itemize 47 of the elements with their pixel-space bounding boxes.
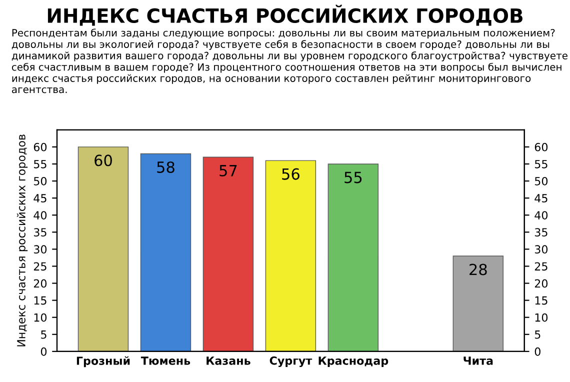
y-tick-label: 45 [34,194,46,202]
y-tick-label: 55 [34,160,46,168]
y2-tick-label: 55 [534,160,548,168]
chart-subtitle: Респондентам были заданы следующие вопросы: довольны ли вы своим материальным положением? довольны ли вы экологией города? чувствуете себя в безопасности в своем городе? довольны ли вы динамикой развития вашего города? довольны ли вы уровнем городского благоустройства? чувствуете себя счастливым в вашем городе? Из процентного соотношения ответов на эти вопросы был вычислен индекс счастья российских городов, на основании которого составлен рейтинг мониторингового агентства. [12,28,568,94]
data-label: 56 [282,168,300,180]
chart-title: ИНДЕКС СЧАСТЬЯ РОССИЙСКИХ ГОРОДОВ [48,4,522,26]
y2-tick-label: 20 [534,279,548,288]
x-tick-label: Казань [206,356,250,365]
y-tick-label: 40 [34,211,47,220]
data-label: 57 [220,165,237,176]
y-tick-label: 25 [34,262,46,271]
data-label: 28 [470,264,487,276]
bar [265,160,316,352]
y-tick-label: 10 [34,313,47,322]
y-tick-label: 60 [34,142,47,152]
y2-tick-label: 10 [535,313,548,322]
bar [140,153,192,352]
y2-tick-label: 15 [535,296,548,305]
y-tick-label: 35 [34,228,46,237]
y-axis-title: Индекс счастья российских городов [16,134,28,346]
x-tick-label: Грозный [76,356,130,368]
bar [202,156,254,352]
y2-tick-label: 50 [534,176,548,186]
data-label: 60 [94,154,112,166]
data-label: 55 [344,172,362,184]
bar [452,256,504,352]
x-tick-label: Краснодар [318,356,388,368]
y2-tick-label: 25 [534,262,548,271]
y2-tick-label: 30 [534,245,548,254]
y-tick-label: 50 [34,176,47,186]
x-tick-label: Тюмень [140,356,190,365]
y2-tick-label: 60 [534,142,548,152]
y2-tick-label: 5 [534,330,540,339]
bar [78,146,129,352]
x-tick-label: Сургут [270,356,312,368]
y2-tick-label: 40 [534,211,548,220]
x-tick-label: Чита [464,356,493,365]
y-tick-label: 30 [34,245,47,254]
y-tick-label: 0 [40,347,47,356]
bar [328,164,379,352]
y2-tick-label: 45 [534,194,548,202]
y2-tick-label: 35 [534,228,548,237]
y-tick-label: 15 [34,296,46,305]
y2-tick-label: 0 [534,347,540,356]
y-tick-label: 5 [41,330,46,339]
y-tick-label: 20 [34,279,47,288]
data-label: 58 [157,161,174,173]
